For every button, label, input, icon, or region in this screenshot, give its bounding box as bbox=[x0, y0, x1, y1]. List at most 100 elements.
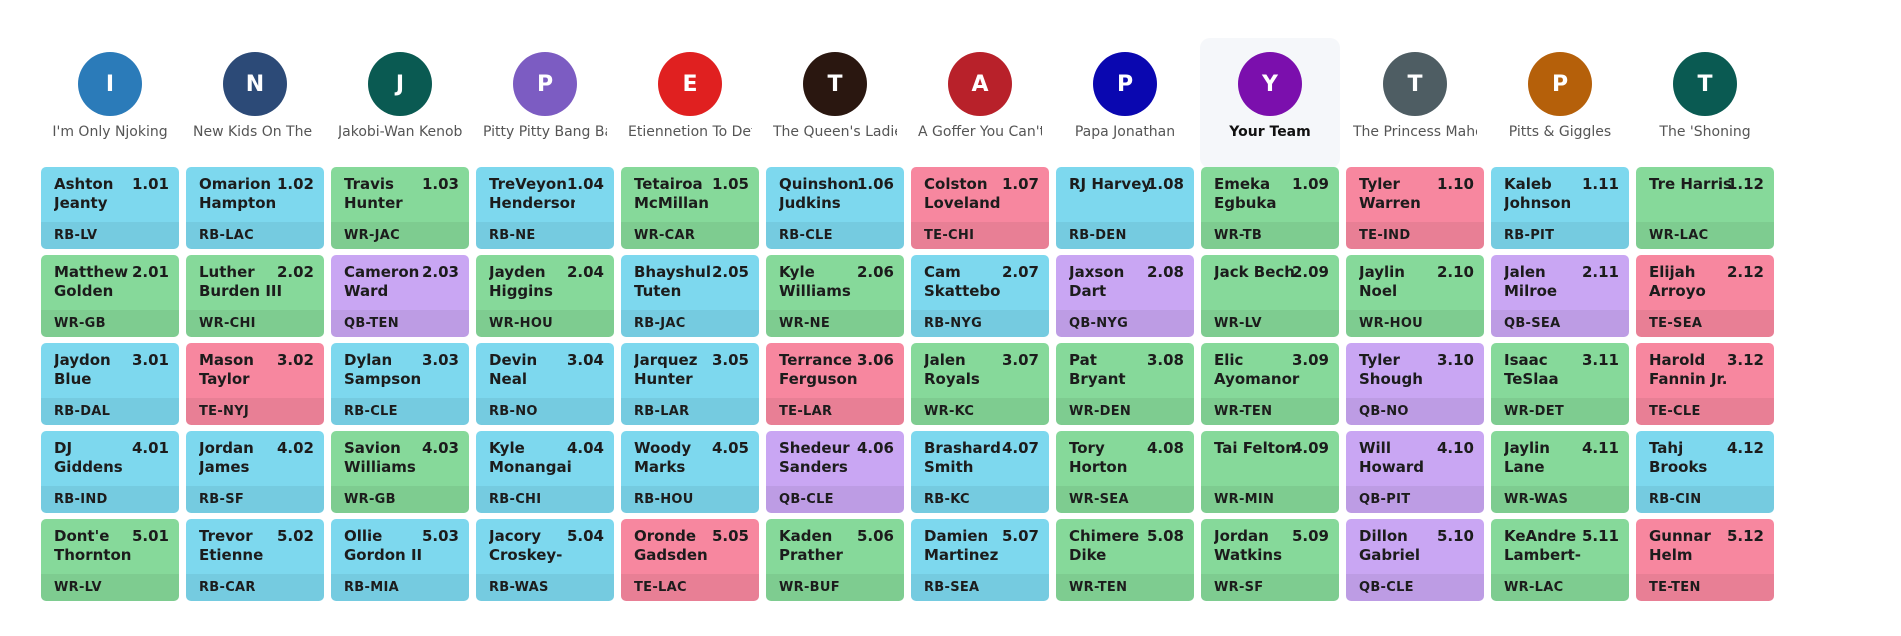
team-header[interactable]: E Etiennetion To Detail bbox=[620, 38, 760, 168]
pick-card[interactable]: Jaylin Lane 4.11 WR-WAS bbox=[1491, 431, 1629, 513]
team-avatar: N bbox=[223, 52, 287, 116]
pick-card[interactable]: Jordan Watkins 5.09 WR-SF bbox=[1201, 519, 1339, 601]
pick-card[interactable]: Pat Bryant 3.08 WR-DEN bbox=[1056, 343, 1194, 425]
pick-card[interactable]: Jaxson Dart 2.08 QB-NYG bbox=[1056, 255, 1194, 337]
player-name: Savion Williams bbox=[344, 439, 416, 476]
position-team-label: TE-TEN bbox=[1636, 574, 1774, 601]
pick-card[interactable]: Travis Hunter 1.03 WR-JAC bbox=[331, 167, 469, 249]
position-team-label: WR-NE bbox=[766, 310, 904, 337]
pick-card[interactable]: Jaydon Blue 3.01 RB-DAL bbox=[41, 343, 179, 425]
pick-card[interactable]: Emeka Egbuka 1.09 WR-TB bbox=[1201, 167, 1339, 249]
position-team-label: TE-SEA bbox=[1636, 310, 1774, 337]
team-header[interactable]: P Pitts & Giggles bbox=[1490, 38, 1630, 168]
pick-card[interactable]: Ollie Gordon II 5.03 RB-MIA bbox=[331, 519, 469, 601]
team-header[interactable]: A A Goffer You Can't Refuse bbox=[910, 38, 1050, 168]
position-team-label: WR-CHI bbox=[186, 310, 324, 337]
pick-card[interactable]: Kaden Prather 5.06 WR-BUF bbox=[766, 519, 904, 601]
pick-card[interactable]: Mason Taylor 3.02 TE-NYJ bbox=[186, 343, 324, 425]
pick-card[interactable]: Omarion Hampton 1.02 RB-LAC bbox=[186, 167, 324, 249]
pick-card[interactable]: Tyler Shough 3.10 QB-NO bbox=[1346, 343, 1484, 425]
team-header[interactable]: P Papa Jonathan bbox=[1055, 38, 1195, 168]
pick-number: 1.10 bbox=[1436, 175, 1474, 193]
player-name: Emeka Egbuka bbox=[1214, 175, 1277, 212]
pick-card[interactable]: Harold Fannin Jr. 3.12 TE-CLE bbox=[1636, 343, 1774, 425]
position-team-label: QB-SEA bbox=[1491, 310, 1629, 337]
pick-card[interactable]: Colston Loveland 1.07 TE-CHI bbox=[911, 167, 1049, 249]
team-header[interactable]: J Jakobi-Wan Kenobi bbox=[330, 38, 470, 168]
position-team-label: RB-NE bbox=[476, 222, 614, 249]
player-name: Jaydon Blue bbox=[54, 351, 111, 388]
position-team-label: RB-WAS bbox=[476, 574, 614, 601]
pick-number: 5.02 bbox=[276, 527, 314, 545]
pick-card[interactable]: Savion Williams 4.03 WR-GB bbox=[331, 431, 469, 513]
pick-card[interactable]: Jarquez Hunter 3.05 RB-LAR bbox=[621, 343, 759, 425]
pick-card[interactable]: Kaleb Johnson 1.11 RB-PIT bbox=[1491, 167, 1629, 249]
team-avatar: T bbox=[1383, 52, 1447, 116]
team-header[interactable]: N New Kids On The Block bbox=[185, 38, 325, 168]
pick-card[interactable]: Elic Ayomanor 3.09 WR-TEN bbox=[1201, 343, 1339, 425]
player-name: Devin Neal bbox=[489, 351, 538, 388]
pick-card[interactable]: Jordan James 4.02 RB-SF bbox=[186, 431, 324, 513]
team-header[interactable]: Y Your Team bbox=[1200, 38, 1340, 168]
pick-card[interactable]: Oronde Gadsden II5.05 TE-LAC bbox=[621, 519, 759, 601]
pick-card[interactable]: Tai Felton 4.09 WR-MIN bbox=[1201, 431, 1339, 513]
pick-card[interactable]: Jaylin Noel 2.10 WR-HOU bbox=[1346, 255, 1484, 337]
player-name: Jarquez Hunter bbox=[634, 351, 698, 388]
pick-card[interactable]: Dylan Sampson 3.03 RB-CLE bbox=[331, 343, 469, 425]
pick-card[interactable]: Bhayshul Tuten 2.05 RB-JAC bbox=[621, 255, 759, 337]
pick-card[interactable]: Brashard Smith 4.07 RB-KC bbox=[911, 431, 1049, 513]
pick-card[interactable]: Terrance Ferguson 3.06 TE-LAR bbox=[766, 343, 904, 425]
position-team-label: WR-GB bbox=[41, 310, 179, 337]
pick-card[interactable]: Tyler Warren 1.10 TE-IND bbox=[1346, 167, 1484, 249]
pick-card[interactable]: Jacory Croskey-Merritt5.04 RB-WAS bbox=[476, 519, 614, 601]
pick-card[interactable]: Woody Marks 4.05 RB-HOU bbox=[621, 431, 759, 513]
pick-card[interactable]: Isaac TeSlaa 3.11 WR-DET bbox=[1491, 343, 1629, 425]
player-name: KeAndre Lambert-Smith bbox=[1504, 527, 1582, 567]
pick-card[interactable]: Chimere Dike 5.08 WR-TEN bbox=[1056, 519, 1194, 601]
player-name: Travis Hunter bbox=[344, 175, 403, 212]
pick-card[interactable]: Trevor Etienne 5.02 RB-CAR bbox=[186, 519, 324, 601]
pick-card[interactable]: Jayden Higgins 2.04 WR-HOU bbox=[476, 255, 614, 337]
player-name: DJ Giddens bbox=[54, 439, 123, 476]
player-name: Tai Felton bbox=[1214, 439, 1296, 457]
team-header[interactable]: P Pitty Pitty Bang Bang bbox=[475, 38, 615, 168]
pick-card[interactable]: DJ Giddens 4.01 RB-IND bbox=[41, 431, 179, 513]
team-header[interactable]: T The Princess Mahomes bbox=[1345, 38, 1485, 168]
pick-card[interactable]: Gunnar Helm 5.12 TE-TEN bbox=[1636, 519, 1774, 601]
team-name: New Kids On The Block bbox=[193, 124, 317, 140]
pick-card[interactable]: Damien Martinez 5.07 RB-SEA bbox=[911, 519, 1049, 601]
pick-card[interactable]: Jack Bech 2.09 WR-LV bbox=[1201, 255, 1339, 337]
player-name: Omarion Hampton bbox=[199, 175, 277, 212]
team-avatar: A bbox=[948, 52, 1012, 116]
team-header[interactable]: T The 'Shoning bbox=[1635, 38, 1775, 168]
pick-card[interactable]: Kyle Williams 2.06 WR-NE bbox=[766, 255, 904, 337]
pick-card[interactable]: Cam Skattebo 2.07 RB-NYG bbox=[911, 255, 1049, 337]
pick-card[interactable]: TreVeyon Henderson 1.04 RB-NE bbox=[476, 167, 614, 249]
pick-card[interactable]: Quinshon Judkins 1.06 RB-CLE bbox=[766, 167, 904, 249]
pick-card[interactable]: Dont'e Thornton Jr.5.01 WR-LV bbox=[41, 519, 179, 601]
pick-card[interactable]: Devin Neal 3.04 RB-NO bbox=[476, 343, 614, 425]
pick-card[interactable]: Matthew Golden 2.01 WR-GB bbox=[41, 255, 179, 337]
team-header[interactable]: T The Queen's Ladies bbox=[765, 38, 905, 168]
pick-card[interactable]: Tahj Brooks 4.12 RB-CIN bbox=[1636, 431, 1774, 513]
pick-card[interactable]: Cameron Ward 2.03 QB-TEN bbox=[331, 255, 469, 337]
pick-card[interactable]: Jalen Royals 3.07 WR-KC bbox=[911, 343, 1049, 425]
pick-card[interactable]: RJ Harvey 1.08 RB-DEN bbox=[1056, 167, 1194, 249]
team-header[interactable]: I I'm Only Njoking bbox=[40, 38, 180, 168]
pick-card[interactable]: Kyle Monangai 4.04 RB-CHI bbox=[476, 431, 614, 513]
pick-card[interactable]: Ashton Jeanty 1.01 RB-LV bbox=[41, 167, 179, 249]
pick-card[interactable]: Luther Burden III 2.02 WR-CHI bbox=[186, 255, 324, 337]
pick-card[interactable]: Tetairoa McMillan 1.05 WR-CAR bbox=[621, 167, 759, 249]
pick-card[interactable]: Elijah Arroyo 2.12 TE-SEA bbox=[1636, 255, 1774, 337]
pick-card[interactable]: KeAndre Lambert-Smith5.11 WR-LAC bbox=[1491, 519, 1629, 601]
pick-card[interactable]: Will Howard 4.10 QB-PIT bbox=[1346, 431, 1484, 513]
pick-card[interactable]: Jalen Milroe 2.11 QB-SEA bbox=[1491, 255, 1629, 337]
pick-card[interactable]: Dillon Gabriel 5.10 QB-CLE bbox=[1346, 519, 1484, 601]
pick-card[interactable]: Tre Harris 1.12 WR-LAC bbox=[1636, 167, 1774, 249]
pick-card[interactable]: Tory Horton 4.08 WR-SEA bbox=[1056, 431, 1194, 513]
team-avatar: P bbox=[1093, 52, 1157, 116]
pick-card[interactable]: Shedeur Sanders 4.06 QB-CLE bbox=[766, 431, 904, 513]
player-name: Kaden Prather bbox=[779, 527, 843, 564]
pick-number: 3.04 bbox=[566, 351, 604, 369]
pick-number: 2.09 bbox=[1291, 263, 1329, 281]
